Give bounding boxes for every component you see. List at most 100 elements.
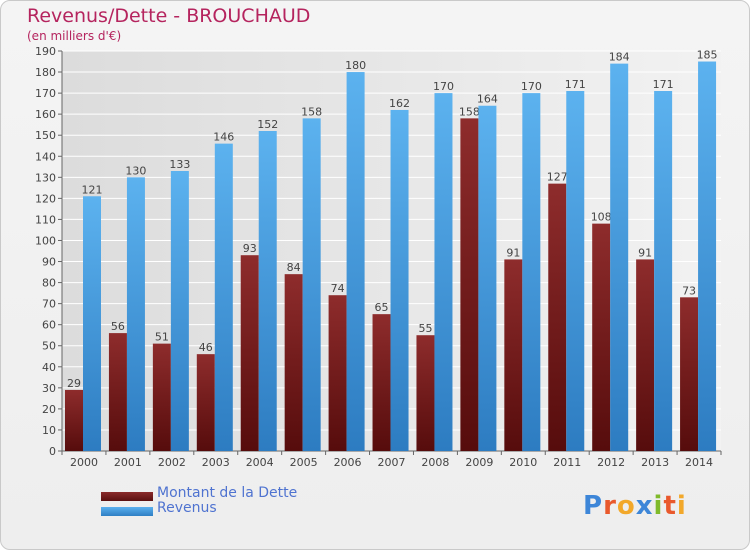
- data-label-debt: 73: [682, 284, 696, 297]
- x-tick-label: 2002: [158, 456, 186, 469]
- bar-revenue: [610, 63, 629, 451]
- bar-debt: [504, 259, 523, 451]
- bar-debt: [196, 354, 215, 451]
- y-tick-label: 190: [35, 45, 56, 58]
- data-label-debt: 65: [375, 301, 389, 314]
- bar-debt: [65, 389, 83, 451]
- bar-revenue: [170, 171, 189, 451]
- y-tick-label: 30: [42, 382, 56, 395]
- data-label-revenue: 164: [477, 93, 498, 106]
- bar-debt: [152, 343, 171, 451]
- bar-revenue: [302, 118, 321, 452]
- x-tick-label: 2007: [378, 456, 406, 469]
- y-tick-label: 0: [49, 445, 56, 458]
- bar-revenue: [566, 91, 585, 451]
- x-tick-label: 2004: [246, 456, 274, 469]
- x-tick-label: 2012: [597, 456, 625, 469]
- bar-revenue: [478, 105, 497, 451]
- legend-label-debt: Montant de la Dette: [157, 485, 298, 501]
- bar-debt: [328, 295, 347, 451]
- bar-debt: [416, 335, 435, 451]
- y-tick-label: 80: [42, 277, 56, 290]
- bar-revenue: [258, 131, 277, 451]
- x-tick-label: 2009: [465, 456, 493, 469]
- bar-revenue: [126, 177, 145, 451]
- legend-swatch-debt: [101, 492, 153, 501]
- x-tick-label: 2014: [685, 456, 713, 469]
- y-tick-label: 140: [35, 150, 56, 163]
- x-tick-label: 2001: [114, 456, 142, 469]
- chart-title: Revenus/Dette - BROUCHAUD: [27, 5, 311, 27]
- data-label-revenue: 185: [697, 49, 718, 62]
- bar-debt: [108, 333, 127, 451]
- bar-revenue: [522, 93, 541, 452]
- bar-debt: [548, 183, 567, 451]
- y-tick-label: 70: [42, 298, 56, 311]
- legend-swatch-revenue: [101, 507, 153, 516]
- y-tick-label: 130: [35, 171, 56, 184]
- bar-revenue: [83, 196, 101, 451]
- bar-revenue: [654, 91, 673, 451]
- data-label-debt: 158: [459, 105, 480, 118]
- chart-subtitle: (en milliers d'€): [27, 29, 122, 43]
- data-label-revenue: 133: [169, 158, 190, 171]
- y-tick-label: 180: [35, 66, 56, 79]
- legend-label-revenue: Revenus: [157, 500, 217, 516]
- bar-revenue: [214, 143, 233, 451]
- y-tick-label: 40: [42, 361, 56, 374]
- bar-debt: [460, 118, 479, 452]
- x-tick-label: 2013: [641, 456, 669, 469]
- data-label-revenue: 170: [433, 80, 454, 93]
- data-label-revenue: 158: [301, 105, 322, 118]
- data-label-debt: 55: [418, 322, 432, 335]
- y-tick-label: 120: [35, 192, 56, 205]
- x-tick-label: 2010: [509, 456, 537, 469]
- data-label-revenue: 184: [609, 51, 630, 64]
- data-label-debt: 127: [547, 171, 568, 184]
- y-tick-label: 170: [35, 87, 56, 100]
- data-label-revenue: 170: [521, 80, 542, 93]
- y-tick-label: 20: [42, 403, 56, 416]
- x-tick-label: 2006: [334, 456, 362, 469]
- data-label-debt: 84: [287, 261, 301, 274]
- proxiti-logo: Proxiti: [583, 491, 687, 521]
- y-tick-label: 160: [35, 108, 56, 121]
- data-label-debt: 56: [111, 320, 125, 333]
- data-label-revenue: 121: [82, 183, 103, 196]
- bar-debt: [636, 259, 655, 451]
- y-tick-label: 50: [42, 340, 56, 353]
- data-label-revenue: 171: [565, 78, 586, 91]
- data-label-debt: 46: [199, 341, 213, 354]
- y-tick-label: 90: [42, 256, 56, 269]
- data-label-debt: 91: [506, 246, 520, 259]
- x-tick-label: 2011: [553, 456, 581, 469]
- data-label-revenue: 180: [345, 59, 366, 72]
- x-tick-label: 2008: [421, 456, 449, 469]
- x-tick-label: 2005: [290, 456, 318, 469]
- bar-revenue: [346, 72, 365, 451]
- data-label-debt: 108: [591, 211, 612, 224]
- data-label-revenue: 130: [125, 164, 146, 177]
- data-label-debt: 29: [67, 377, 81, 390]
- y-tick-label: 10: [42, 424, 56, 437]
- y-tick-label: 100: [35, 234, 56, 247]
- data-label-debt: 51: [155, 331, 169, 344]
- y-tick-label: 60: [42, 319, 56, 332]
- bar-revenue: [434, 93, 453, 452]
- bar-debt: [240, 255, 259, 451]
- y-tick-label: 150: [35, 129, 56, 142]
- bar-debt: [284, 274, 303, 451]
- data-label-revenue: 146: [213, 131, 234, 144]
- data-label-debt: 91: [638, 246, 652, 259]
- bar-debt: [680, 297, 699, 451]
- data-label-debt: 93: [243, 242, 257, 255]
- bar-debt: [592, 223, 611, 451]
- x-tick-label: 2003: [202, 456, 230, 469]
- bar-debt: [372, 314, 391, 451]
- data-label-revenue: 171: [653, 78, 674, 91]
- bar-revenue: [698, 61, 717, 452]
- data-label-revenue: 152: [257, 118, 278, 131]
- data-label-debt: 74: [331, 282, 345, 295]
